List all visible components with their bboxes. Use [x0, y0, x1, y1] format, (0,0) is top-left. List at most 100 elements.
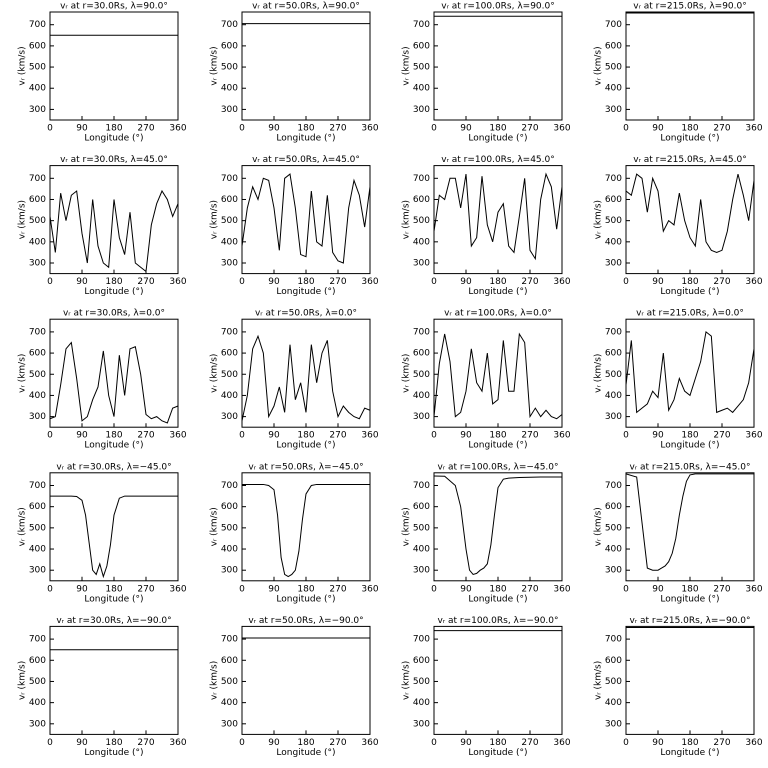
x-tick-label: 270	[137, 431, 154, 441]
y-axis-label: vᵣ (km/s)	[594, 507, 604, 546]
x-tick-label: 180	[489, 431, 506, 441]
x-tick-label: 0	[623, 738, 629, 748]
x-tick-label: 360	[745, 124, 762, 134]
y-tick-label: 500	[605, 677, 622, 687]
y-tick-label: 600	[413, 502, 430, 512]
x-tick-label: 90	[76, 431, 88, 441]
x-tick-label: 180	[681, 124, 698, 134]
y-tick-label: 700	[221, 481, 238, 491]
y-tick-label: 700	[413, 635, 430, 645]
y-tick-label: 400	[605, 84, 622, 94]
y-tick-label: 600	[29, 656, 46, 666]
y-tick-label: 400	[413, 237, 430, 247]
y-tick-label: 400	[221, 545, 238, 555]
y-tick-label: 700	[29, 635, 46, 645]
y-tick-label: 300	[413, 105, 430, 115]
x-tick-label: 180	[489, 124, 506, 134]
y-tick-label: 600	[221, 195, 238, 205]
x-tick-label: 0	[239, 277, 245, 287]
y-tick-label: 300	[605, 719, 622, 729]
x-tick-label: 180	[297, 738, 314, 748]
x-axis-label: Longitude (°)	[468, 287, 527, 297]
y-tick-label: 400	[221, 698, 238, 708]
y-axis-label: vᵣ (km/s)	[594, 46, 604, 85]
x-axis-label: Longitude (°)	[468, 594, 527, 604]
x-tick-label: 0	[431, 124, 437, 134]
line	[49, 341, 179, 424]
y-tick-label: 500	[29, 677, 46, 687]
x-axis-label: Longitude (°)	[276, 441, 335, 451]
y-tick-label: 300	[413, 719, 430, 729]
x-tick-label: 0	[47, 431, 53, 441]
x-tick-label: 90	[652, 431, 664, 441]
x-tick-label: 180	[489, 584, 506, 594]
plot-frame	[625, 625, 755, 735]
x-tick-label: 360	[745, 277, 762, 287]
plot-frame	[433, 165, 563, 275]
x-tick-label: 360	[361, 584, 378, 594]
x-tick-label: 360	[169, 277, 186, 287]
x-axis-label: Longitude (°)	[660, 134, 719, 144]
x-tick-label: 0	[239, 584, 245, 594]
y-axis-label: vᵣ (km/s)	[594, 200, 604, 239]
y-axis-label: vᵣ (km/s)	[210, 354, 220, 393]
y-tick-label: 700	[221, 327, 238, 337]
x-tick-label: 90	[460, 277, 472, 287]
x-tick-label: 180	[105, 584, 122, 594]
x-tick-label: 360	[361, 124, 378, 134]
plot-frame	[49, 11, 179, 121]
y-tick-label: 700	[29, 20, 46, 30]
y-tick-label: 300	[221, 105, 238, 115]
y-tick-label: 500	[413, 677, 430, 687]
plot-frame	[625, 472, 755, 582]
x-axis-label: Longitude (°)	[276, 287, 335, 297]
y-tick-label: 700	[605, 481, 622, 491]
x-axis-label: Longitude (°)	[84, 287, 143, 297]
x-tick-label: 360	[553, 738, 570, 748]
y-tick-label: 600	[29, 502, 46, 512]
x-tick-label: 360	[169, 738, 186, 748]
y-tick-label: 400	[221, 237, 238, 247]
y-tick-label: 500	[413, 63, 430, 73]
plot-frame	[433, 625, 563, 735]
y-tick-label: 600	[605, 502, 622, 512]
x-tick-label: 360	[745, 738, 762, 748]
x-tick-label: 0	[623, 124, 629, 134]
y-tick-label: 500	[221, 216, 238, 226]
y-tick-label: 300	[221, 259, 238, 269]
x-tick-label: 90	[268, 431, 280, 441]
y-tick-label: 500	[605, 370, 622, 380]
y-tick-label: 300	[221, 719, 238, 729]
x-tick-label: 360	[169, 124, 186, 134]
y-tick-label: 500	[413, 370, 430, 380]
x-tick-label: 180	[681, 584, 698, 594]
y-axis-label: vᵣ (km/s)	[594, 661, 604, 700]
x-tick-label: 90	[652, 124, 664, 134]
panel-title: vᵣ at r=50.0Rs, λ=45.0°	[252, 155, 360, 165]
y-tick-label: 600	[413, 349, 430, 359]
y-axis-label: vᵣ (km/s)	[18, 46, 28, 85]
y-tick-label: 400	[605, 237, 622, 247]
y-axis-label: vᵣ (km/s)	[402, 661, 412, 700]
y-tick-label: 400	[29, 391, 46, 401]
x-tick-label: 180	[105, 277, 122, 287]
x-tick-label: 270	[329, 277, 346, 287]
y-tick-label: 400	[413, 698, 430, 708]
x-axis-label: Longitude (°)	[276, 594, 335, 604]
x-tick-label: 90	[76, 124, 88, 134]
x-tick-label: 90	[652, 738, 664, 748]
y-tick-label: 500	[221, 677, 238, 687]
x-tick-label: 360	[553, 431, 570, 441]
x-tick-label: 270	[713, 277, 730, 287]
y-tick-label: 500	[605, 216, 622, 226]
x-tick-label: 360	[169, 431, 186, 441]
panel-title: vᵣ at r=30.0Rs, λ=90.0°	[60, 2, 168, 12]
y-tick-label: 300	[605, 566, 622, 576]
y-tick-label: 700	[221, 174, 238, 184]
x-tick-label: 360	[361, 738, 378, 748]
x-axis-label: Longitude (°)	[468, 748, 527, 758]
x-tick-label: 180	[489, 277, 506, 287]
x-tick-label: 180	[105, 738, 122, 748]
panel-title: vᵣ at r=100.0Rs, λ=−90.0°	[437, 616, 558, 626]
